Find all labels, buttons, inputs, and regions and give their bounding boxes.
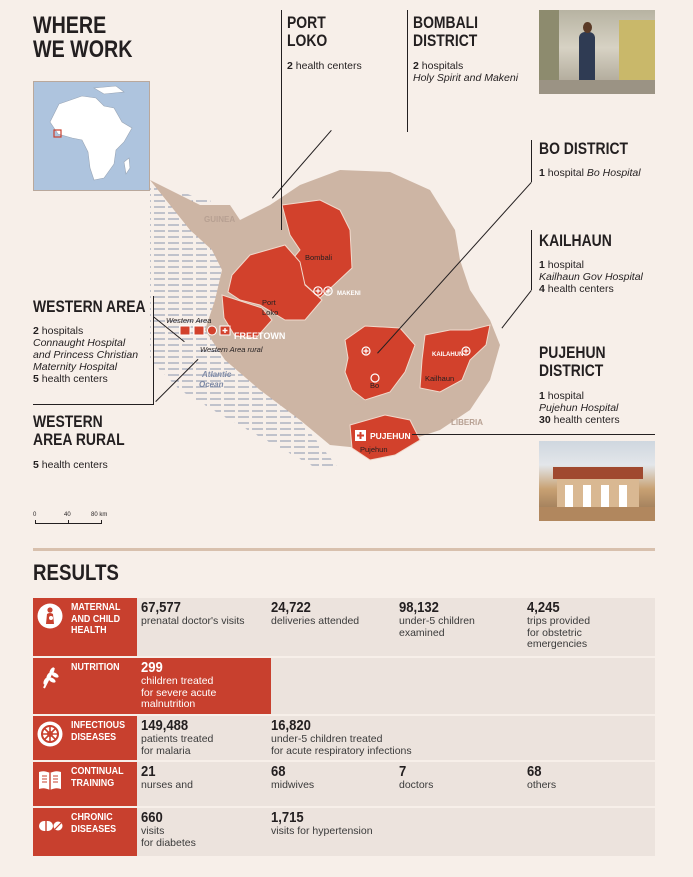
pill-icon (39, 821, 63, 831)
liberia-label: LIBERIA (451, 418, 483, 427)
western-area-map-label: Western Area (166, 316, 211, 325)
pujehun-map-label: Pujehun (360, 445, 388, 454)
guinea-label: GUINEA (204, 215, 235, 224)
results-row-maternal: MATERNAL AND CHILD HEALTH 67,577 prenatal… (33, 598, 655, 656)
facility-icons (179, 286, 471, 441)
africa-map-svg (34, 82, 149, 190)
western-area-rural-callout: WESTERN AREA RURAL 5 health centers (33, 412, 125, 472)
bo-callout: BO DISTRICT 1 hospital Bo Hospital (539, 139, 641, 179)
section-divider (33, 548, 655, 551)
land-area (150, 170, 500, 450)
kailhaun-map-label: Kailhaun (425, 374, 454, 383)
port-loko-title: PORT LOKO (287, 13, 328, 50)
port-loko-map-label-1: Port (262, 298, 277, 307)
bombali-callout: BOMBALI DISTRICT 2 hospitals Holy Spirit… (413, 13, 519, 85)
maternal-icon (37, 603, 63, 629)
africa-inset-map (33, 81, 150, 191)
results-title: RESULTS (33, 560, 119, 585)
hospital-interior-photo (539, 10, 655, 94)
bo-map-label: Bo (370, 381, 379, 390)
region-pujehun (349, 414, 421, 461)
page-title: WHERE WE WORK (33, 12, 133, 63)
hospital-exterior-photo (539, 441, 655, 521)
bombali-map-label: Bombali (305, 253, 332, 262)
western-area-rural-title: WESTERN AREA RURAL (33, 412, 125, 449)
results-row-nutrition: NUTRITION 299 children treated for severe… (33, 658, 655, 714)
freetown-label: FREETOWN (234, 331, 285, 341)
leader-kailahun (531, 230, 532, 290)
book-icon (39, 771, 61, 790)
pujehun-city-label: PUJEHUN (370, 431, 411, 441)
wheat-icon (43, 667, 59, 689)
atlantic-label-1: Atlantic (201, 370, 232, 379)
kailahun-city-label: KAILAHUN (432, 352, 463, 358)
western-area-callout: WESTERN AREA 2 hospitals Connaught Hospi… (33, 297, 146, 385)
leader-pujehun (412, 434, 655, 435)
makeni-label: MAKENI (337, 291, 361, 297)
region-western-area (221, 294, 273, 339)
leader-western (153, 296, 154, 404)
results-row-infectious: INFECTIOUS DISEASES 149,488 patients trea… (33, 716, 655, 760)
atlantic-label-2: Ocean (199, 380, 224, 389)
pujehun-callout: PUJEHUN DISTRICT 1 hospital Pujehun Hosp… (539, 343, 620, 427)
leader-bombali (407, 10, 408, 132)
leader-bo (531, 140, 532, 182)
port-loko-map-label-2: Loko (262, 308, 278, 317)
western-area-title: WESTERN AREA (33, 297, 146, 316)
leader-western-h (33, 404, 154, 405)
kailahun-title: KAILHAUN (539, 231, 612, 250)
port-loko-callout: PORT LOKO 2 health centers (287, 13, 362, 73)
results-row-training: CONTINUAL TRAINING 21 nurses and 68 midwiv… (33, 762, 655, 806)
bombali-title: BOMBALI DISTRICT (413, 13, 479, 50)
bo-title: BO DISTRICT (539, 139, 629, 158)
region-kailahun (419, 324, 491, 393)
region-bo (344, 325, 416, 401)
sierra-leone-map: Atlantic Ocean GUINEA LIBERIA Bombali Po… (150, 170, 500, 470)
leader-port-loko (281, 10, 282, 230)
scale-bar: 0 40 80 km (33, 512, 113, 535)
western-area-rural-map-label: Western Area rural (200, 345, 263, 354)
sierra-leone-marker (53, 129, 62, 138)
pujehun-title: PUJEHUN DISTRICT (539, 343, 606, 380)
kailahun-callout: KAILHAUN 1 hospital Kailhaun Gov Hospita… (539, 231, 643, 295)
virus-icon (37, 721, 63, 747)
results-row-chronic: CHRONIC DISEASES 660 visits for diabetes … (33, 808, 655, 856)
region-port-loko (227, 244, 323, 321)
